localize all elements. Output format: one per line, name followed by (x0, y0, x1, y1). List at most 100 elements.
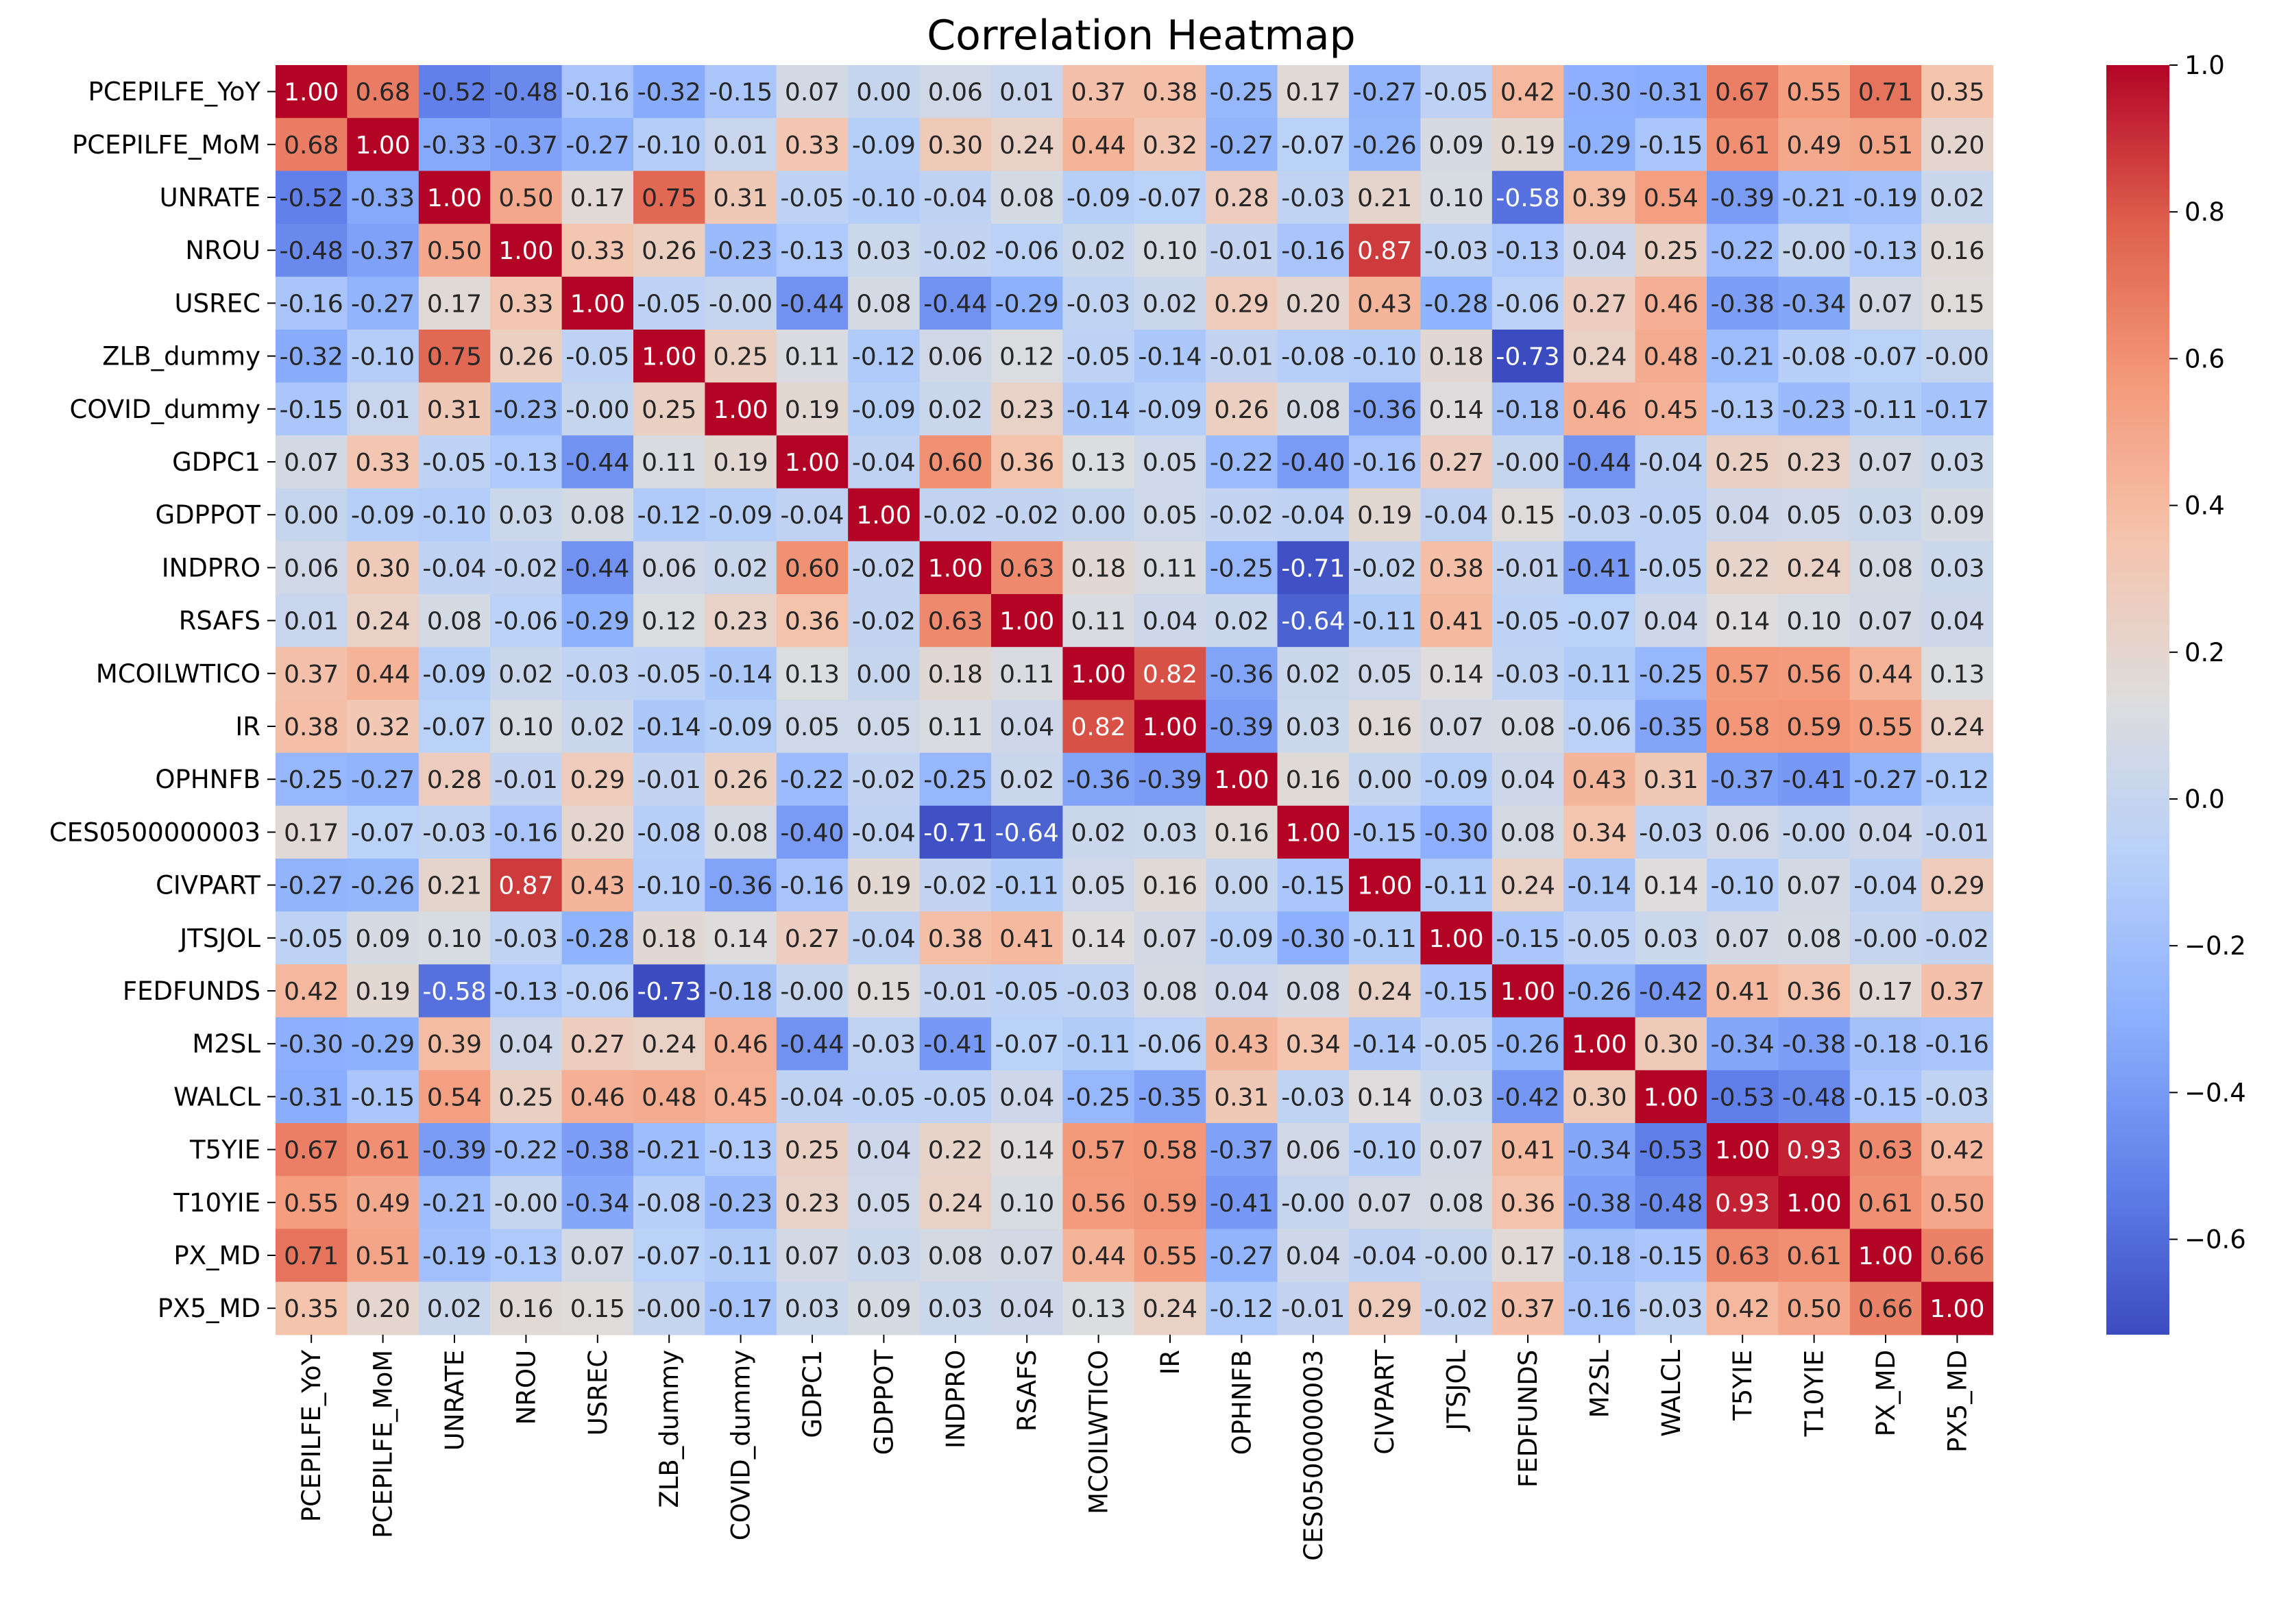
heatmap-cell (1420, 911, 1493, 965)
heatmap-cell (1277, 805, 1350, 859)
cell-value-label: 0.26 (1214, 396, 1269, 424)
cell-value-label: -0.73 (637, 978, 701, 1006)
cell-value-label: 0.34 (1286, 1031, 1341, 1059)
cell-value-label: 0.33 (498, 290, 553, 318)
heatmap-cell (1707, 65, 1779, 119)
heatmap-cell (276, 223, 348, 278)
cell-value-label: 0.00 (856, 661, 911, 689)
cell-value-label: -0.30 (1424, 819, 1488, 847)
heatmap-cell (1420, 65, 1493, 119)
cell-value-label: 0.24 (999, 132, 1054, 160)
cell-value-label: 0.30 (1572, 1083, 1627, 1111)
heatmap-cell (919, 1176, 992, 1229)
heatmap-cell (1849, 65, 1922, 119)
y-tick-label: ZLB_dummy (102, 342, 260, 371)
heatmap-cell (633, 276, 705, 330)
cell-value-label: 0.08 (1143, 978, 1197, 1006)
cell-value-label: 0.07 (1143, 925, 1197, 953)
heatmap-cell (991, 964, 1063, 1018)
heatmap-cell (919, 647, 992, 700)
cell-value-label: 0.08 (427, 608, 482, 636)
heatmap-cell (561, 1176, 634, 1229)
cell-value-label: -0.23 (494, 396, 558, 424)
cell-value-label: -0.04 (923, 184, 987, 212)
heatmap-cell (705, 1229, 777, 1283)
cell-value-label: 0.50 (498, 184, 553, 212)
heatmap-cell (1134, 805, 1206, 859)
heatmap-cell (776, 223, 849, 278)
cell-value-label: 0.10 (1143, 237, 1197, 265)
heatmap-cell (919, 1229, 992, 1283)
heatmap-cell (1277, 171, 1350, 225)
cell-value-label: 0.20 (1929, 132, 1984, 160)
heatmap-cell (1563, 1229, 1636, 1283)
cell-value-label: -0.05 (780, 184, 844, 212)
cell-value-label: 0.08 (570, 502, 625, 530)
heatmap-cell (1635, 964, 1707, 1018)
heatmap-cell (991, 911, 1063, 965)
x-tick-label: OPHNFB (1227, 1350, 1256, 1455)
heatmap-cell (561, 223, 634, 278)
heatmap-cell (1778, 276, 1851, 330)
cell-value-label: -0.16 (1353, 449, 1417, 477)
heatmap-cell (347, 1229, 419, 1283)
heatmap-cell (276, 1070, 348, 1124)
heatmap-cell (1420, 1123, 1493, 1177)
cell-value-label: 0.02 (1071, 819, 1126, 847)
cell-value-label: 0.66 (1929, 1242, 1984, 1270)
heatmap-cell (633, 1229, 705, 1283)
heatmap-cell (561, 382, 634, 436)
heatmap-cell (919, 276, 992, 330)
cell-value-label: -0.07 (351, 819, 415, 847)
x-tick-label: PX_MD (1871, 1350, 1901, 1437)
heatmap-cell (1778, 1017, 1851, 1071)
heatmap-cell (991, 1070, 1063, 1124)
heatmap-cell (848, 330, 921, 383)
cell-value-label: 0.19 (856, 872, 911, 900)
heatmap-cell (848, 805, 921, 859)
cell-value-label: -0.53 (1711, 1083, 1775, 1111)
cell-value-label: 0.37 (1071, 79, 1126, 107)
cell-value-label: -0.22 (780, 766, 844, 794)
heatmap-cell (1277, 1017, 1350, 1071)
cell-value-label: 0.04 (1143, 608, 1197, 636)
cell-value-label: 0.02 (1214, 608, 1269, 636)
cell-value-label: 0.63 (1858, 1137, 1913, 1165)
heatmap-cell (776, 171, 849, 225)
cell-value-label: 0.03 (1858, 502, 1913, 530)
heatmap-cell (848, 594, 921, 648)
cell-value-label: 0.23 (1787, 449, 1842, 477)
heatmap-cell (490, 541, 563, 595)
heatmap-cell (633, 223, 705, 278)
heatmap-cell (991, 1017, 1063, 1071)
cell-value-label: 1.00 (356, 132, 411, 160)
cell-value-label: 0.02 (1071, 237, 1126, 265)
cell-value-label: -0.28 (565, 925, 629, 953)
heatmap-cell (1420, 435, 1493, 489)
cell-value-label: 0.29 (1214, 290, 1269, 318)
cell-value-label: -0.14 (1568, 872, 1631, 900)
cell-value-label: -0.18 (709, 978, 772, 1006)
heatmap-cell (991, 647, 1063, 700)
cell-value-label: 0.14 (1644, 872, 1698, 900)
cell-value-label: 0.29 (570, 766, 625, 794)
heatmap-cell (1491, 541, 1564, 595)
heatmap-cell (633, 700, 705, 754)
cell-value-label: -0.07 (422, 713, 486, 741)
cell-value-label: 0.07 (1429, 713, 1484, 741)
heatmap-cell (1420, 859, 1493, 912)
cell-value-label: -0.31 (280, 1083, 343, 1111)
cell-value-label: -0.42 (1496, 1083, 1559, 1111)
cell-value-label: 0.31 (714, 184, 768, 212)
heatmap-cell (1635, 223, 1707, 278)
cell-value-label: 0.27 (570, 1031, 625, 1059)
heatmap-cell (991, 805, 1063, 859)
heatmap-cell (1349, 647, 1421, 700)
heatmap-cell (776, 911, 849, 965)
cell-value-label: 0.04 (1572, 237, 1627, 265)
cell-value-label: -0.06 (565, 978, 629, 1006)
cell-value-label: 0.15 (1500, 502, 1555, 530)
cell-value-label: 0.37 (1500, 1295, 1555, 1323)
cell-value-label: -0.01 (1281, 1295, 1345, 1323)
cell-value-label: 0.13 (1071, 1295, 1126, 1323)
